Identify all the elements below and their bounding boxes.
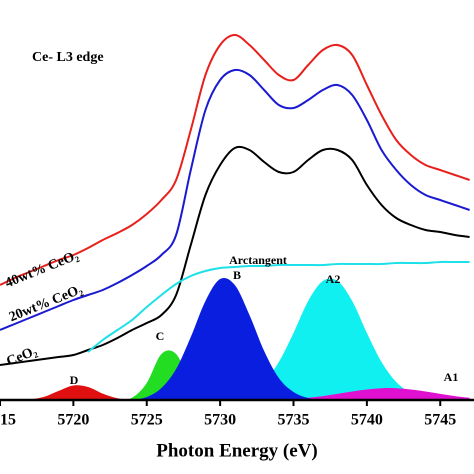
series-label: 20wt% CeO₂ — [7, 282, 85, 325]
x-tick-label: 5740 — [351, 412, 383, 429]
x-tick-label: 5720 — [57, 412, 89, 429]
spectrum-line — [0, 145, 470, 366]
peak-area — [132, 277, 323, 400]
x-tick-label: 5735 — [277, 412, 309, 429]
series-label: C — [156, 329, 165, 343]
peak-area — [14, 385, 147, 400]
peak-areas — [14, 277, 470, 400]
x-tick-label: 5745 — [424, 412, 456, 429]
series-label: Arctangent — [229, 253, 287, 267]
series-label: A2 — [326, 272, 341, 286]
spectrum-line — [0, 68, 470, 331]
spectrum-line — [0, 33, 470, 286]
chart-title: Ce- L3 edge — [32, 50, 104, 65]
x-axis: 5715 5720 5725 5730 5735 5740 5745 — [0, 398, 474, 429]
series-label: D — [70, 373, 79, 387]
series-label: CeO₂ — [5, 344, 40, 370]
spectra — [0, 33, 470, 366]
series-label: 40wt% CeO₂ — [3, 248, 81, 291]
series-label: B — [233, 268, 241, 282]
peak-area — [220, 278, 441, 400]
x-tick-label: 5715 — [0, 412, 16, 429]
x-axis-label: Photon Energy (eV) — [156, 440, 317, 461]
x-tick-label: 5725 — [131, 412, 163, 429]
series-label: A1 — [444, 370, 459, 384]
spectrum-line — [87, 260, 470, 353]
x-tick-label: 5730 — [204, 412, 236, 429]
peak-area — [264, 388, 470, 400]
